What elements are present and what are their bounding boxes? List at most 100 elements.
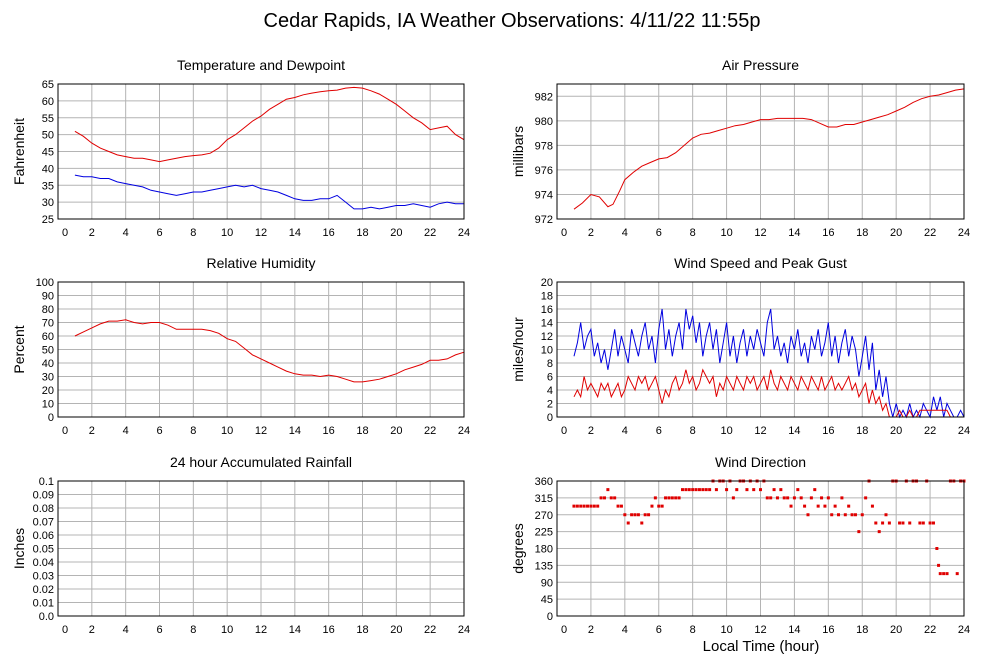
y-tick-label: 0.1 [39, 476, 54, 488]
charts-layer: Temperature and Dewpoint Fahrenheit 25 30 35… [11, 57, 970, 636]
y-tick-label: 45 [541, 594, 553, 606]
data-point [725, 488, 729, 492]
x-tick-label: 16 [822, 425, 834, 437]
y-tick-label: 4 [547, 385, 553, 397]
y-tick-label: 974 [535, 189, 553, 201]
data-point [840, 496, 844, 500]
x-tick-label: 6 [656, 425, 662, 437]
data-point [619, 504, 623, 508]
y-tick-label: 976 [535, 165, 553, 177]
x-axis-label: Local Time (hour) [703, 638, 820, 655]
y-tick-label: 0.06 [33, 530, 54, 542]
data-point [636, 513, 640, 517]
series-line-1 [74, 319, 465, 383]
data-point [789, 504, 793, 508]
x-tick-label: 22 [924, 624, 936, 636]
data-point [931, 521, 935, 525]
data-point [613, 496, 617, 500]
y-axis-title: Percent [11, 325, 27, 373]
data-point [850, 513, 854, 517]
plot-frame [556, 480, 965, 617]
x-tick-label: 4 [622, 425, 628, 437]
y-tick-label: 225 [535, 527, 553, 539]
x-tick-label: 16 [323, 425, 335, 437]
data-point [935, 547, 939, 550]
x-tick-label: 22 [424, 425, 436, 437]
series-line-1 [74, 86, 465, 163]
y-tick-label: 30 [42, 197, 54, 209]
x-tick-label: 8 [690, 624, 696, 636]
series-line-2 [573, 368, 964, 418]
y-axis-title: millibars [510, 126, 526, 177]
x-tick-label: 12 [754, 624, 766, 636]
chart-panel-1: Temperature and Dewpoint Fahrenheit 25 30 35… [11, 57, 470, 239]
y-tick-label: 0.07 [33, 517, 54, 529]
y-tick-label: 14 [541, 318, 553, 330]
y-tick-label: 80 [42, 304, 54, 316]
data-point [664, 496, 668, 500]
y-tick-label: 0.05 [33, 544, 54, 556]
y-tick-label: 50 [42, 345, 54, 357]
data-point [647, 513, 651, 517]
x-tick-label: 12 [754, 227, 766, 239]
x-tick-label: 24 [958, 425, 970, 437]
data-point [674, 496, 678, 500]
x-tick-label: 14 [289, 425, 301, 437]
y-tick-label: 980 [535, 116, 553, 128]
y-tick-label: 16 [541, 304, 553, 316]
data-point [694, 488, 698, 492]
x-tick-label: 18 [356, 227, 368, 239]
data-point [779, 488, 783, 492]
y-tick-label: 30 [42, 372, 54, 384]
data-point [945, 572, 949, 576]
data-point [786, 496, 790, 500]
x-tick-label: 2 [89, 624, 95, 636]
y-tick-label: 90 [541, 577, 553, 589]
chart-panel-6: Wind Directiondegrees0459013518022527031… [510, 454, 970, 636]
x-tick-label: 4 [622, 227, 628, 239]
y-tick-label: 2 [547, 399, 553, 411]
data-point [769, 496, 773, 500]
series-line-1 [573, 88, 965, 210]
x-tick-label: 20 [890, 624, 902, 636]
data-point [684, 488, 688, 492]
x-tick-label: 14 [788, 425, 800, 437]
data-point [589, 504, 593, 508]
x-tick-label: 4 [123, 227, 129, 239]
y-axis-title: Fahrenheit [11, 118, 27, 185]
chart-title: 24 hour Accumulated Rainfall [170, 454, 352, 470]
x-tick-label: 6 [156, 425, 162, 437]
y-tick-label: 25 [42, 214, 54, 226]
data-point [877, 530, 881, 534]
data-point [847, 504, 851, 508]
data-point [708, 488, 712, 492]
y-tick-label: 0 [547, 611, 553, 623]
y-tick-label: 100 [36, 277, 54, 289]
y-tick-label: 10 [541, 345, 553, 357]
x-tick-label: 10 [221, 227, 233, 239]
data-point [582, 504, 586, 508]
data-point [680, 488, 684, 492]
data-point [752, 488, 756, 492]
data-point [938, 572, 942, 576]
y-tick-label: 10 [42, 399, 54, 411]
x-tick-label: 24 [458, 425, 470, 437]
x-tick-label: 8 [190, 227, 196, 239]
data-point [599, 496, 603, 500]
x-tick-label: 4 [123, 624, 129, 636]
data-point [602, 496, 606, 500]
x-tick-label: 14 [788, 624, 800, 636]
data-point [908, 521, 912, 525]
data-point [616, 504, 620, 508]
data-point [864, 496, 868, 500]
series-line-2 [74, 174, 464, 210]
data-point [626, 521, 630, 525]
data-point [901, 521, 905, 525]
data-point [633, 513, 637, 517]
x-tick-label: 18 [356, 624, 368, 636]
x-tick-label: 0 [62, 227, 68, 239]
chart-title: Temperature and Dewpoint [177, 57, 345, 73]
plot-frame [57, 480, 465, 617]
data-point [898, 521, 902, 525]
